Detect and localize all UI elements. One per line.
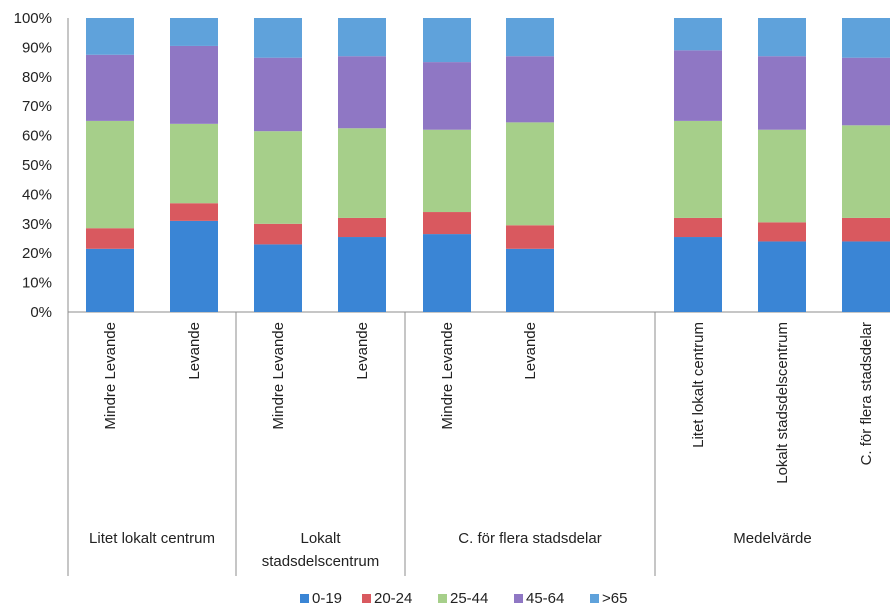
bar-segment-45-64 xyxy=(338,56,386,129)
y-tick-label: 30% xyxy=(22,216,52,233)
bar-segment-0-19 xyxy=(842,241,890,312)
category-label: Levande xyxy=(354,322,371,380)
bar-segment-20-24 xyxy=(842,217,890,242)
axes: 0% 10% 20% 30% 40% 50% 60% 70% 80% 90% 100% xyxy=(14,10,890,576)
legend-swatch xyxy=(300,594,309,603)
y-tick-label: 80% xyxy=(22,69,52,86)
bar-segment->65 xyxy=(423,18,471,63)
bar-segment-0-19 xyxy=(254,244,302,312)
bar-segment-20-24 xyxy=(423,212,471,235)
bar-segment-0-19 xyxy=(423,234,471,312)
legend-swatch xyxy=(590,594,599,603)
bar-segment-25-44 xyxy=(254,131,302,224)
bar-segment-0-19 xyxy=(674,237,722,312)
bar-segment-25-44 xyxy=(674,120,722,218)
y-tick-label: 50% xyxy=(22,157,52,174)
bar-segment-20-24 xyxy=(170,203,218,221)
category-label: Levande xyxy=(186,322,203,380)
bar-segment-45-64 xyxy=(86,54,134,121)
legend-swatch xyxy=(438,594,447,603)
bar-segment-25-44 xyxy=(338,128,386,218)
bar-segment-20-24 xyxy=(674,217,722,238)
bar-segment-0-19 xyxy=(758,241,806,312)
bar-segment-0-19 xyxy=(170,220,218,312)
legend-swatch xyxy=(362,594,371,603)
legend-label: 45-64 xyxy=(526,590,564,607)
legend-label: 25-44 xyxy=(450,590,488,607)
bar-segment-25-44 xyxy=(170,123,218,204)
bar-segment-45-64 xyxy=(758,56,806,130)
y-tick-label: 100% xyxy=(14,10,52,27)
bar-segment-45-64 xyxy=(254,57,302,132)
category-label: Levande xyxy=(522,322,539,380)
bar-segment-20-24 xyxy=(254,223,302,245)
legend-label: 20-24 xyxy=(374,590,412,607)
bar-segment->65 xyxy=(842,18,890,58)
bar-segment-0-19 xyxy=(338,237,386,312)
category-labels: Mindre Levande Levande Mindre Levande Levan… xyxy=(89,322,875,570)
bar-segment-0-19 xyxy=(506,248,554,312)
group-label: stadsdelscentrum xyxy=(262,553,380,570)
bar-segment-20-24 xyxy=(86,228,134,249)
bar-segment->65 xyxy=(506,18,554,57)
bar-segment-45-64 xyxy=(506,56,554,123)
legend-label: >65 xyxy=(602,590,627,607)
y-tick-label: 70% xyxy=(22,98,52,115)
bar-segment-25-44 xyxy=(86,120,134,229)
bar-segment->65 xyxy=(338,18,386,57)
category-label: Mindre Levande xyxy=(270,322,287,430)
bar-segment->65 xyxy=(758,18,806,57)
bars xyxy=(86,18,890,312)
group-label: C. för flera stadsdelar xyxy=(458,530,601,547)
group-label: Lokalt xyxy=(300,530,341,547)
y-tick-label: 20% xyxy=(22,245,52,262)
y-tick-label: 40% xyxy=(22,186,52,203)
bar-segment-45-64 xyxy=(842,57,890,126)
bar-segment-20-24 xyxy=(758,222,806,242)
y-tick-label: 90% xyxy=(22,39,52,56)
bar-segment-0-19 xyxy=(86,248,134,312)
legend-swatch xyxy=(514,594,523,603)
category-label: Mindre Levande xyxy=(102,322,119,430)
bar-segment-25-44 xyxy=(758,129,806,223)
bar-segment-25-44 xyxy=(423,129,471,213)
category-label: Mindre Levande xyxy=(439,322,456,430)
bar-segment-45-64 xyxy=(423,62,471,130)
legend: 0-19 20-24 25-44 45-64 >65 xyxy=(300,590,627,607)
group-label: Medelvärde xyxy=(733,530,811,547)
bar-segment-25-44 xyxy=(842,125,890,218)
bar-segment-20-24 xyxy=(506,225,554,249)
category-label: Lokalt stadsdelscentrum xyxy=(774,322,791,484)
legend-label: 0-19 xyxy=(312,590,342,607)
y-tick-label: 60% xyxy=(22,128,52,145)
bar-segment->65 xyxy=(86,18,134,55)
group-label: Litet lokalt centrum xyxy=(89,530,215,547)
bar-segment-20-24 xyxy=(338,217,386,238)
bar-segment->65 xyxy=(254,18,302,58)
bar-segment-45-64 xyxy=(170,45,218,124)
bar-segment-25-44 xyxy=(506,122,554,226)
bar-segment-45-64 xyxy=(674,50,722,121)
bar-segment->65 xyxy=(170,18,218,46)
y-tick-label: 10% xyxy=(22,275,52,292)
category-label: C. för flera stadsdelar xyxy=(858,322,875,465)
bar-segment->65 xyxy=(674,18,722,51)
y-tick-label: 0% xyxy=(30,304,52,321)
category-label: Litet lokalt centrum xyxy=(690,322,707,448)
